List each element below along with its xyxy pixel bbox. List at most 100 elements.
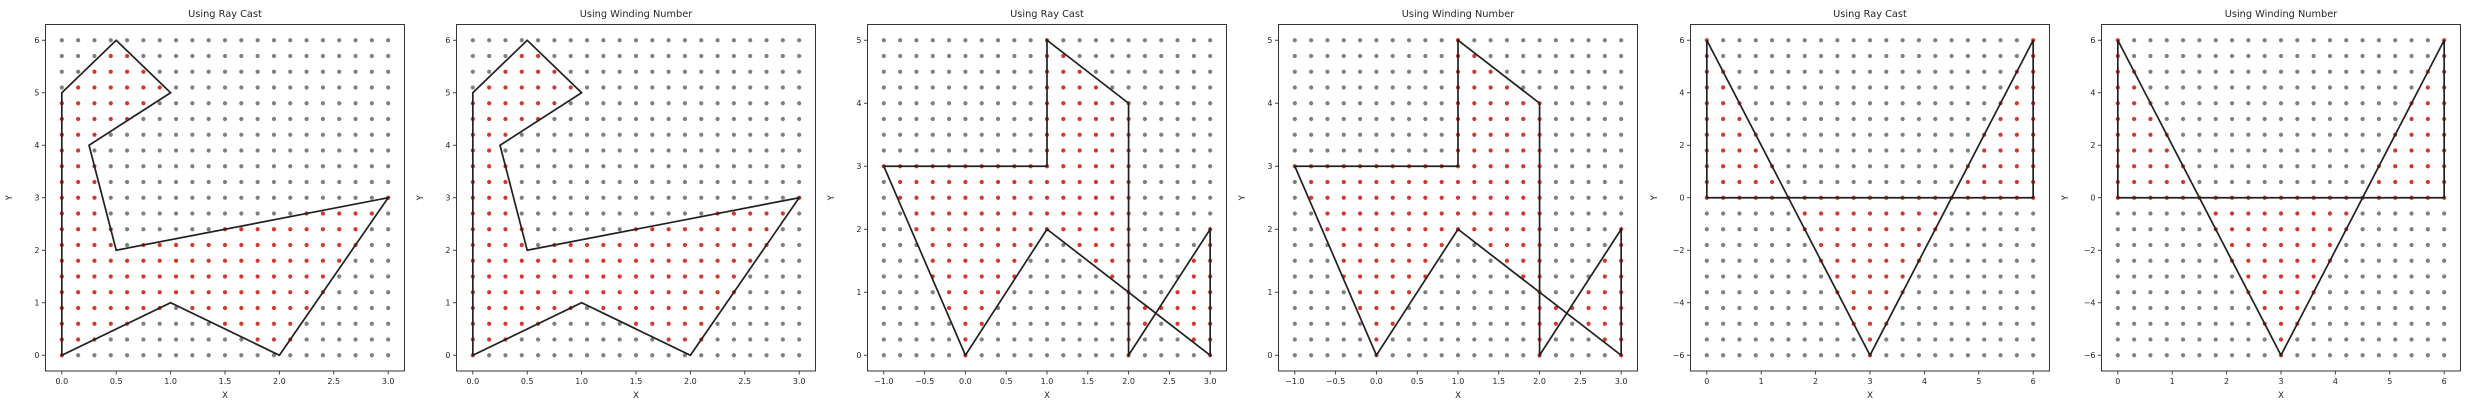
outside-point-dot	[2343, 38, 2349, 43]
outside-point-dot	[255, 116, 260, 122]
inside-point-dot	[748, 227, 753, 232]
inside-point-dot	[715, 274, 720, 279]
inside-point-dot	[1521, 242, 1526, 248]
inside-point-dot	[255, 274, 260, 279]
outside-point-dot	[2197, 227, 2202, 232]
outside-point-dot	[519, 132, 525, 137]
outside-point-dot	[1045, 321, 1050, 326]
outside-point-dot	[1818, 148, 1823, 153]
outside-point-dot	[1769, 242, 1774, 248]
inside-point-dot	[1472, 116, 1477, 122]
outside-point-dot	[1028, 148, 1034, 153]
outside-point-dot	[682, 148, 688, 153]
outside-point-dot	[1753, 274, 1758, 279]
outside-point-dot	[1159, 195, 1164, 200]
inside-point-dot	[337, 258, 342, 263]
outside-point-dot	[1916, 85, 1921, 90]
inside-point-dot	[1012, 211, 1017, 216]
x-tick-label: 2.0	[684, 377, 697, 386]
outside-point-dot	[108, 148, 113, 153]
y-tick-label: 3	[857, 162, 862, 171]
inside-point-dot	[650, 290, 655, 295]
outside-point-dot	[2229, 164, 2234, 169]
inside-point-dot	[173, 242, 179, 248]
outside-point-dot	[1293, 258, 1298, 263]
outside-point-dot	[666, 211, 671, 216]
inside-point-dot	[222, 305, 228, 311]
outside-point-dot	[1753, 258, 1758, 263]
outside-point-dot	[780, 258, 786, 263]
outside-point-dot	[1192, 211, 1197, 216]
outside-point-dot	[699, 211, 704, 216]
inside-point-dot	[1521, 195, 1526, 200]
outside-point-dot	[1012, 85, 1017, 90]
outside-point-dot	[206, 337, 211, 342]
outside-point-dot	[1818, 132, 1823, 137]
outside-point-dot	[2246, 148, 2251, 153]
outside-point-dot	[2148, 53, 2153, 59]
outside-point-dot	[1456, 321, 1461, 326]
inside-point-dot	[1110, 179, 1115, 185]
inside-point-dot	[536, 258, 541, 263]
outside-point-dot	[1208, 69, 1213, 74]
outside-point-dot	[369, 274, 374, 279]
outside-point-dot	[1554, 179, 1559, 185]
outside-point-dot	[503, 53, 508, 59]
outside-point-dot	[1293, 337, 1298, 342]
outside-point-dot	[1126, 53, 1131, 59]
outside-point-dot	[1554, 195, 1559, 200]
outside-point-dot	[2197, 290, 2202, 295]
outside-point-dot	[2229, 290, 2234, 295]
outside-point-dot	[764, 69, 769, 74]
inside-point-dot	[1505, 242, 1510, 248]
outside-point-dot	[797, 179, 802, 185]
outside-point-dot	[1720, 242, 1725, 248]
x-tick-label: 2.0	[1534, 377, 1547, 386]
outside-point-dot	[1293, 85, 1298, 90]
outside-point-dot	[1077, 321, 1083, 326]
outside-point-dot	[2229, 85, 2234, 90]
outside-point-dot	[1309, 305, 1314, 311]
outside-point-dot	[1769, 290, 1774, 295]
outside-point-dot	[797, 258, 802, 263]
outside-point-dot	[797, 227, 802, 232]
outside-point-dot	[1981, 53, 1986, 59]
inside-point-dot	[2311, 274, 2316, 279]
outside-point-dot	[634, 179, 639, 185]
outside-point-dot	[1603, 242, 1608, 248]
y-tick-label: 1	[1268, 288, 1273, 297]
outside-point-dot	[2246, 101, 2251, 106]
outside-point-dot	[682, 69, 688, 74]
inside-point-dot	[519, 321, 525, 326]
outside-point-dot	[1949, 305, 1954, 311]
outside-point-dot	[634, 116, 639, 122]
outside-point-dot	[699, 38, 704, 43]
outside-point-dot	[601, 179, 606, 185]
outside-point-dot	[1342, 101, 1347, 106]
outside-point-dot	[2262, 164, 2267, 169]
y-axis-label: Y	[5, 194, 15, 201]
outside-point-dot	[2392, 101, 2398, 106]
outside-point-dot	[882, 195, 887, 200]
outside-point-dot	[190, 69, 195, 74]
outside-point-dot	[1998, 258, 2003, 263]
plot-title: Using Winding Number	[2224, 9, 2338, 20]
outside-point-dot	[1802, 85, 1807, 90]
outside-point-dot	[585, 321, 590, 326]
inside-point-dot	[552, 85, 557, 90]
outside-point-dot	[487, 53, 492, 59]
inside-point-dot	[108, 321, 113, 326]
outside-point-dot	[1818, 38, 1823, 43]
outside-point-dot	[1704, 274, 1709, 279]
outside-point-dot	[1720, 305, 1725, 311]
outside-point-dot	[764, 274, 769, 279]
outside-point-dot	[2229, 53, 2234, 59]
outside-point-dot	[1949, 353, 1954, 358]
outside-point-dot	[1407, 337, 1412, 342]
outside-point-dot	[2343, 353, 2349, 358]
outside-point-dot	[617, 337, 622, 342]
outside-point-dot	[2327, 179, 2332, 185]
inside-point-dot	[1834, 242, 1840, 248]
outside-point-dot	[59, 53, 64, 59]
